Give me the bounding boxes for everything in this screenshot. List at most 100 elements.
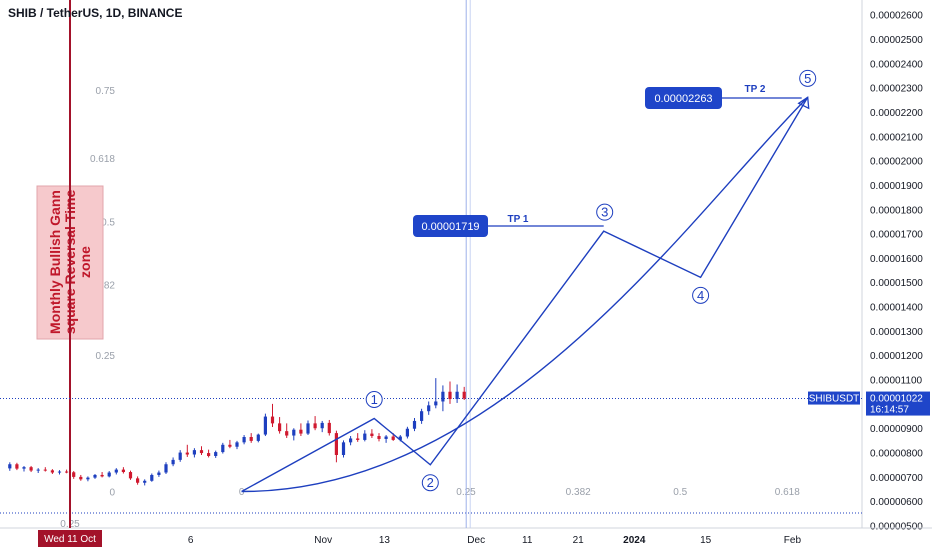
fib-time-label: 0.618 [775, 487, 800, 498]
highlight-date-tag [38, 530, 102, 547]
candle-body[interactable] [199, 450, 204, 454]
price-axis-panel[interactable] [862, 0, 932, 550]
candle-body[interactable] [29, 467, 33, 471]
price-tick-label: 0.00000800 [870, 449, 923, 460]
candle-body[interactable] [370, 433, 374, 437]
candle-body[interactable] [79, 476, 83, 480]
target-price-box[interactable] [645, 87, 722, 109]
candle-body[interactable] [214, 452, 218, 456]
elliott-wave-path[interactable] [241, 96, 809, 493]
candle-body[interactable] [50, 470, 54, 473]
time-tick-label: 6 [188, 535, 194, 546]
candle-body[interactable] [242, 436, 246, 443]
fib-time-label: 0.382 [566, 487, 591, 498]
candle-body[interactable] [263, 416, 267, 435]
candle-body[interactable] [221, 444, 225, 453]
candle-body[interactable] [93, 474, 97, 478]
candle-body[interactable] [207, 453, 211, 456]
candle-body[interactable] [363, 433, 367, 440]
candle-body[interactable] [278, 423, 282, 432]
candle-body[interactable] [341, 442, 346, 456]
fib-level-label: 0.75 [96, 86, 116, 97]
time-tick-label: 11 [522, 535, 533, 546]
candle-body[interactable] [292, 429, 296, 436]
wave-label-circle [421, 474, 439, 492]
candle-body[interactable] [412, 420, 417, 429]
price-tick-label: 0.00001400 [870, 303, 923, 314]
candle-body[interactable] [249, 436, 253, 441]
candle-body[interactable] [8, 464, 12, 469]
candle-body[interactable] [72, 472, 76, 477]
wave-label-text: 3 [601, 205, 608, 220]
candle-body[interactable] [178, 452, 182, 460]
candle-body[interactable] [313, 423, 317, 429]
candle-body[interactable] [427, 405, 431, 412]
candle-body[interactable] [448, 391, 452, 400]
candle-body[interactable] [228, 444, 232, 447]
candle-body[interactable] [398, 436, 402, 440]
fib-time-label: 0 [239, 487, 245, 498]
candle-body[interactable] [114, 469, 118, 473]
target-price-value: 0.00001719 [421, 221, 479, 233]
price-tick-label: 0.00001300 [870, 327, 923, 338]
target-label: TP 2 [745, 84, 766, 95]
candle-body[interactable] [420, 411, 424, 421]
candle-body[interactable] [136, 478, 140, 483]
candle-body[interactable] [405, 428, 409, 437]
candle-body[interactable] [384, 436, 388, 439]
candle-body[interactable] [327, 422, 331, 434]
price-tick-label: 0.00000600 [870, 497, 923, 508]
candle-body[interactable] [299, 429, 303, 434]
candle-body[interactable] [391, 436, 395, 440]
candle-body[interactable] [43, 469, 47, 471]
candle-body[interactable] [192, 450, 196, 455]
candle-body[interactable] [185, 452, 189, 455]
candle-body[interactable] [455, 391, 459, 400]
price-tick-label: 0.00001100 [870, 376, 923, 387]
candle-body[interactable] [349, 438, 353, 443]
candle-body[interactable] [320, 422, 324, 429]
candle-body[interactable] [441, 391, 445, 402]
candle-body[interactable] [164, 464, 168, 473]
candle-body[interactable] [434, 401, 438, 406]
candle-body[interactable] [65, 471, 69, 473]
price-tick-label: 0.00001200 [870, 351, 923, 362]
target-label: TP 1 [508, 214, 529, 225]
candle-body[interactable] [171, 459, 175, 465]
price-tick-label: 0.00002200 [870, 108, 923, 119]
candle-body[interactable] [256, 434, 260, 441]
candle-countdown: 16:14:57 [870, 405, 909, 416]
price-tick-label: 0.00001800 [870, 205, 923, 216]
candle-body[interactable] [377, 436, 381, 439]
wave-label-circle [365, 391, 383, 409]
candle-body[interactable] [100, 474, 104, 477]
candle-body[interactable] [306, 423, 310, 434]
candle-body[interactable] [128, 472, 133, 479]
growth-curve[interactable] [241, 96, 809, 493]
candle-body[interactable] [57, 471, 62, 473]
candle-body[interactable] [150, 474, 154, 481]
price-tick-label: 0.00001700 [870, 230, 923, 241]
fib-level-label: 0 [109, 488, 115, 499]
candle-body[interactable] [22, 467, 26, 469]
candle-body[interactable] [157, 472, 161, 475]
symbol-tag-text: SHIBUSDT [809, 394, 860, 405]
candle-body[interactable] [36, 469, 40, 471]
wave-label-circle [596, 203, 614, 221]
candle-body[interactable] [86, 477, 90, 480]
candle-body[interactable] [143, 480, 147, 483]
wave-label-text: 5 [804, 71, 811, 86]
candle-body[interactable] [235, 442, 239, 447]
candle-body[interactable] [285, 431, 289, 436]
candle-body[interactable] [107, 472, 111, 477]
candle-body[interactable] [334, 433, 338, 456]
fib-time-label: 0.5 [673, 487, 687, 498]
candle-body[interactable] [356, 438, 360, 440]
candle-body[interactable] [462, 391, 466, 399]
target-price-box[interactable] [413, 215, 488, 237]
candle-body[interactable] [15, 464, 19, 469]
price-tick-label: 0.00002100 [870, 132, 923, 143]
candle-body[interactable] [121, 469, 125, 473]
candle-body[interactable] [270, 416, 275, 424]
